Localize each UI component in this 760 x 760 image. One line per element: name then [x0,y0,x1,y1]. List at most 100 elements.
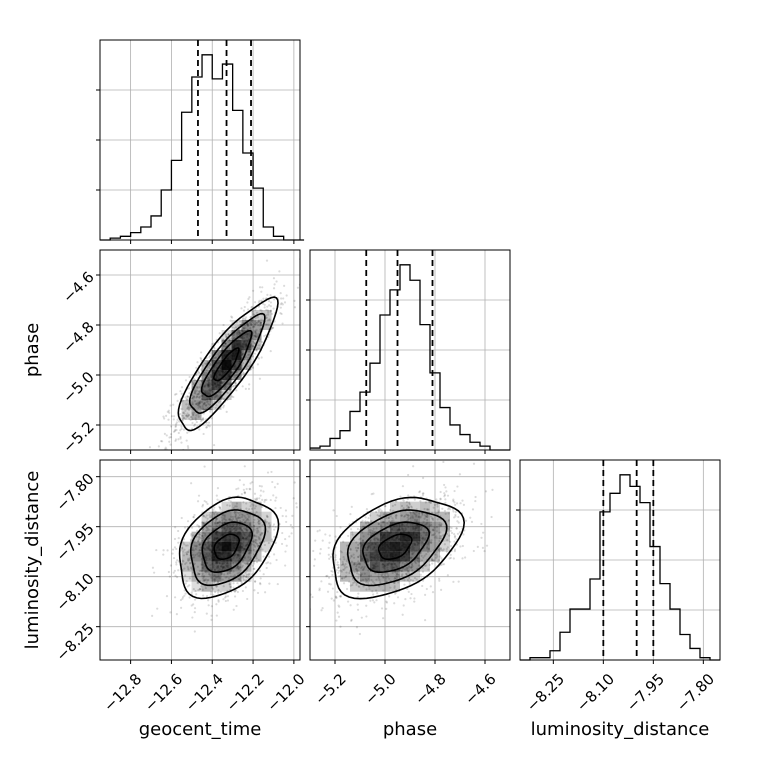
scatter-point [198,536,201,539]
x-tick-label: −5.2 [311,670,349,708]
scatter-point [209,410,212,413]
scatter-point [254,323,257,326]
scatter-point [331,587,334,590]
scatter-point [442,563,446,566]
scatter-point [273,283,276,286]
scatter-point [245,561,249,564]
scatter-point [389,586,392,589]
contour-line [346,509,448,587]
scatter-point [326,574,329,577]
scatter-point [443,483,446,487]
density-cell [221,561,232,572]
scatter-point [241,373,244,376]
scatter-point [209,408,212,411]
scatter-point [355,583,358,586]
scatter-point [251,340,254,343]
scatter-point [352,556,356,559]
scatter-point [280,302,283,305]
scatter-point [335,514,338,518]
scatter-point [183,526,187,529]
scatter-point [192,377,195,381]
scatter-point [249,557,253,560]
scatter-point [411,516,415,519]
density-cell [181,561,192,572]
scatter-point [313,558,316,561]
scatter-point [328,582,331,585]
scatter-point [229,585,232,588]
scatter-point [235,389,238,392]
scatter-point [181,559,184,562]
scatter-point [203,465,206,468]
scatter-point [209,376,212,379]
scatter-point [261,524,264,527]
density-cell [191,390,202,400]
scatter-point [218,506,222,509]
scatter-point [275,558,278,562]
scatter-point [203,579,206,582]
scatter-point [391,504,394,507]
density-cell [241,330,252,340]
scatter-point [418,512,421,515]
scatter-point [359,574,362,577]
scatter-point [251,355,254,358]
scatter-point [408,580,411,583]
density-cell [350,561,360,572]
scatter-point [234,515,237,519]
scatter-point [350,618,353,621]
scatter-point [222,345,225,348]
scatter-point [195,414,198,417]
scatter-point [410,566,413,569]
scatter-point [166,410,169,413]
scatter-point [205,421,208,424]
scatter-point [151,566,155,569]
scatter-point [433,526,436,529]
scatter-point [186,585,189,588]
scatter-point [246,324,250,327]
scatter-point [329,583,332,586]
scatter-point [180,606,183,609]
scatter-point [214,521,217,524]
scatter-point [432,518,435,522]
density-cell [261,531,272,542]
density-cell [221,551,232,562]
scatter-point [239,511,242,514]
density-cell [241,511,252,522]
scatter-point [206,528,209,532]
scatter-point [165,595,169,598]
scatter-point [415,518,419,522]
scatter-point [259,339,262,342]
scatter-point [378,510,381,513]
scatter-point [439,537,442,540]
scatter-point [274,506,277,510]
scatter-point [245,575,248,578]
scatter-point [223,514,227,517]
scatter-point [431,517,434,520]
scatter-point [350,554,353,557]
scatter-point [381,617,385,620]
scatter-point [179,598,183,602]
scatter-point [247,573,250,577]
density-cell [241,541,252,552]
density-cell [221,501,232,512]
density-cell [191,531,202,542]
scatter-point [282,556,284,558]
scatter-point [198,372,201,375]
scatter-point [188,406,192,409]
scatter-point [229,575,233,578]
scatter-point [202,522,205,525]
scatter-point [234,512,237,515]
scatter-point [213,506,216,509]
scatter-point [205,581,208,584]
scatter-point [226,383,229,386]
scatter-point [199,383,202,386]
scatter-point [199,401,202,404]
scatter-point [197,494,201,497]
density-cell [360,551,370,562]
scatter-point [385,575,388,579]
density-cell [390,571,400,582]
scatter-point [254,538,257,541]
scatter-point [217,600,220,603]
scatter-point [449,544,453,548]
scatter-point [356,603,359,606]
scatter-point [248,551,251,554]
